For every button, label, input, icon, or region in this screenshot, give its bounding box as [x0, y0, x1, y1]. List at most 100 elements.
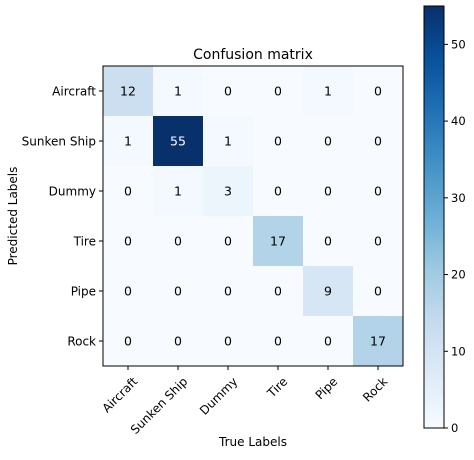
cell-value-label: 0: [124, 284, 132, 299]
y-tick-label: Rock: [67, 334, 96, 348]
heatmap-cell: [153, 116, 204, 167]
cell-value-label: 0: [374, 84, 382, 99]
heatmap-cell: [203, 66, 254, 117]
heatmap-cell: [353, 216, 404, 267]
cell-value-label: 0: [174, 334, 182, 349]
cell-value-label: 0: [124, 184, 132, 199]
cell-value-label: 55: [170, 134, 186, 149]
cell-value-label: 3: [224, 184, 232, 199]
cell-value-label: 0: [124, 334, 132, 349]
y-tick-label: Pipe: [71, 284, 96, 298]
heatmap-cell: [303, 166, 354, 217]
colorbar-tick-label: 10: [451, 344, 466, 358]
heatmap-cell: [153, 166, 204, 217]
heatmap-cell: [203, 116, 254, 167]
heatmap-cell: [353, 316, 404, 367]
heatmap-cell: [153, 216, 204, 267]
cell-value-label: 0: [174, 234, 182, 249]
heatmap-cell: [303, 216, 354, 267]
cell-value-label: 0: [374, 184, 382, 199]
cell-value-label: 0: [274, 84, 282, 99]
cell-value-label: 0: [224, 284, 232, 299]
heatmap-cell: [153, 316, 204, 367]
heatmap-cell: [253, 116, 304, 167]
x-axis-label: True Labels: [218, 435, 287, 449]
x-tick-label: Dummy: [197, 374, 240, 417]
y-axis-label: Predicted Labels: [6, 167, 20, 266]
heatmap-cell: [253, 266, 304, 317]
cell-value-label: 0: [374, 134, 382, 149]
heatmap-cell: [253, 66, 304, 117]
y-tick-label: Sunken Ship: [22, 134, 96, 148]
heatmap-cell: [203, 316, 254, 367]
colorbar-tick-label: 40: [451, 114, 466, 128]
heatmap-cell: [353, 116, 404, 167]
heatmap-cell: [103, 216, 154, 267]
colorbar-ticks: 0 10 20 30 40 50: [444, 37, 466, 435]
heatmap-cell: [303, 266, 354, 317]
heatmap-cell: [203, 166, 254, 217]
y-axis-ticks: Aircraft Sunken Ship Dummy Tire Pipe Rock: [22, 84, 103, 348]
colorbar: [423, 5, 445, 429]
heatmap-cell: [103, 116, 154, 167]
heatmap-cell: [103, 66, 154, 117]
cell-value-label: 0: [124, 234, 132, 249]
heatmap-cell: [103, 266, 154, 317]
heatmap-cell: [203, 216, 254, 267]
heatmap-cell: [253, 166, 304, 217]
cell-value-label: 1: [174, 84, 182, 99]
cell-value-label: 17: [270, 234, 286, 249]
cell-value-label: 0: [324, 184, 332, 199]
x-tick-label: Rock: [360, 374, 390, 404]
cell-value-label: 0: [324, 334, 332, 349]
cell-value-label: 1: [224, 134, 232, 149]
colorbar-tick-label: 30: [451, 191, 466, 205]
cell-value-label: 0: [274, 184, 282, 199]
cell-value-label: 0: [374, 234, 382, 249]
heatmap-cell: [353, 66, 404, 117]
x-tick-label: Pipe: [313, 374, 341, 402]
heatmap-cell: [203, 266, 254, 317]
heatmap-cell: [353, 166, 404, 217]
y-tick-label: Tire: [73, 234, 96, 248]
heatmap-cell: [153, 66, 204, 117]
cell-value-label: 0: [224, 234, 232, 249]
colorbar-tick-label: 0: [451, 421, 458, 435]
cell-value-label: 1: [174, 184, 182, 199]
heatmap-cell-labels: 12 1 0 0 1 0 1 55 1 0 0 0 0 1 3 0 0 0 0 0 0 17 0 0 0 0 0 0 9 0 0 0 0 0 0 17: [120, 84, 386, 349]
cell-value-label: 0: [224, 334, 232, 349]
heatmap-cell: [353, 266, 404, 317]
cell-value-label: 1: [124, 134, 132, 149]
x-tick-label: Tire: [264, 374, 290, 400]
cell-value-label: 0: [224, 84, 232, 99]
cell-value-label: 9: [324, 284, 332, 299]
plot-frame: [102, 65, 404, 367]
cell-value-label: 0: [374, 284, 382, 299]
heatmap-cells: [103, 66, 404, 367]
heatmap-cell: [153, 266, 204, 317]
y-tick-label: Dummy: [49, 184, 96, 198]
heatmap-cell: [103, 316, 154, 367]
y-tick-label: Aircraft: [52, 84, 96, 98]
cell-value-label: 0: [324, 234, 332, 249]
colorbar-tick-label: 50: [451, 37, 466, 51]
cell-value-label: 17: [370, 334, 386, 349]
cell-value-label: 0: [274, 334, 282, 349]
heatmap-cell: [303, 66, 354, 117]
cell-value-label: 12: [120, 84, 136, 99]
x-tick-label: Aircraft: [99, 374, 140, 415]
heatmap-cell: [103, 166, 154, 217]
heatmap-cell: [303, 316, 354, 367]
cell-value-label: 0: [274, 134, 282, 149]
cell-value-label: 0: [274, 284, 282, 299]
heatmap-cell: [253, 316, 304, 367]
cell-value-label: 1: [324, 84, 332, 99]
cell-value-label: 0: [174, 284, 182, 299]
colorbar-tick-label: 20: [451, 268, 466, 282]
heatmap-cell: [303, 116, 354, 167]
chart-title: Confusion matrix: [193, 47, 313, 63]
heatmap-cell: [253, 216, 304, 267]
